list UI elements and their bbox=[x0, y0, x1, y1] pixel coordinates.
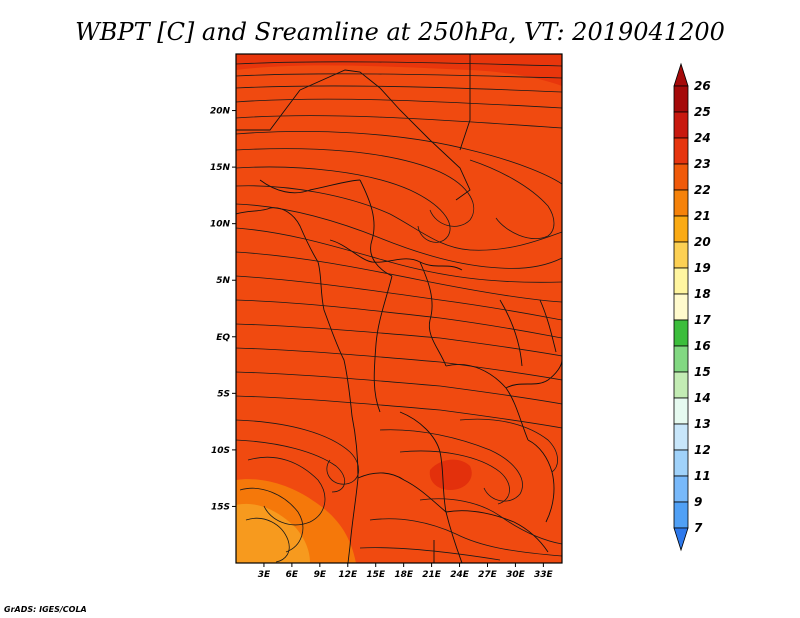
colorbar-bottom-arrow bbox=[673, 527, 689, 552]
colorbar-label: 13 bbox=[694, 417, 711, 431]
colorbar-swatch bbox=[673, 189, 689, 217]
lon-tick-label: 12E bbox=[338, 570, 358, 580]
grads-credit: GrADS: IGES/COLA bbox=[4, 605, 87, 614]
colorbar-label: 17 bbox=[694, 313, 711, 327]
longitude-axis: 3E 6E 9E 12E 15E 18E 21E 24E 27E 30E 33E bbox=[258, 563, 554, 580]
lon-tick-label: 30E bbox=[506, 570, 526, 580]
lon-tick-label: 18E bbox=[394, 570, 414, 580]
lon-tick-label: 15E bbox=[366, 570, 386, 580]
lat-tick-label: 10N bbox=[210, 220, 231, 230]
colorbar-label: 22 bbox=[694, 183, 711, 197]
lon-tick-label: 21E bbox=[422, 570, 442, 580]
wbpt-colorbar: 26 25 24 23 22 21 20 19 18 17 16 15 14 13 12 11 9 7 bbox=[673, 62, 711, 552]
colorbar-label: 25 bbox=[694, 105, 711, 119]
colorbar-label: 20 bbox=[694, 235, 711, 249]
colorbar-label: 19 bbox=[694, 261, 711, 275]
colorbar-label: 9 bbox=[694, 495, 702, 509]
lat-tick-label: 10S bbox=[211, 446, 230, 456]
colorbar-swatch bbox=[673, 423, 689, 451]
lat-tick-label: 5N bbox=[216, 276, 230, 286]
colorbar-swatch bbox=[673, 397, 689, 425]
latitude-axis: 20N 15N 10N 5N EQ 5S 10S 15S bbox=[210, 107, 236, 512]
lon-tick-label: 9E bbox=[314, 570, 327, 580]
colorbar-swatch bbox=[673, 319, 689, 347]
lat-tick-label: 15S bbox=[211, 502, 230, 512]
map-panel: 20N 15N 10N 5N EQ 5S 10S 15S 3E 6E 9E 12E 15E 18E 21E… bbox=[210, 53, 563, 580]
colorbar-swatch bbox=[673, 215, 689, 243]
wbpt-field bbox=[236, 54, 562, 563]
colorbar-swatch bbox=[673, 111, 689, 139]
colorbar-label: 11 bbox=[694, 469, 711, 483]
colorbar-swatch bbox=[673, 163, 689, 191]
colorbar-label: 15 bbox=[694, 365, 711, 379]
colorbar-label: 12 bbox=[694, 443, 711, 457]
lat-tick-label: EQ bbox=[216, 333, 230, 343]
colorbar-label: 21 bbox=[694, 209, 711, 223]
figure-title: WBPT [C] and Sreamline at 250hPa, VT: 20… bbox=[75, 18, 725, 46]
wbpt-warmer-patch bbox=[429, 459, 472, 490]
colorbar-swatch bbox=[673, 267, 689, 295]
colorbar-label: 16 bbox=[694, 339, 711, 353]
colorbar-swatch bbox=[673, 371, 689, 399]
lon-tick-label: 33E bbox=[534, 570, 554, 580]
lon-tick-label: 3E bbox=[258, 570, 271, 580]
map-frame bbox=[235, 53, 563, 564]
lon-tick-label: 24E bbox=[450, 570, 470, 580]
colorbar-swatch bbox=[673, 241, 689, 269]
streamlines bbox=[236, 61, 562, 563]
colorbar-top-arrow bbox=[673, 62, 689, 87]
lon-tick-label: 6E bbox=[286, 570, 299, 580]
colorbar-swatch bbox=[673, 501, 689, 529]
lat-tick-label: 20N bbox=[210, 107, 231, 117]
colorbar-swatch bbox=[673, 293, 689, 321]
colorbar-swatch bbox=[673, 85, 689, 113]
colorbar-label: 14 bbox=[694, 391, 711, 405]
colorbar-label: 7 bbox=[694, 521, 703, 535]
colorbar-swatch bbox=[673, 475, 689, 503]
colorbar-label: 23 bbox=[694, 157, 711, 171]
colorbar-swatch bbox=[673, 345, 689, 373]
colorbar-label: 26 bbox=[694, 79, 711, 93]
lat-tick-label: 5S bbox=[217, 389, 230, 399]
colorbar-label: 18 bbox=[694, 287, 711, 301]
colorbar-swatch bbox=[673, 449, 689, 477]
lat-tick-label: 15N bbox=[210, 163, 231, 173]
lon-tick-label: 27E bbox=[478, 570, 498, 580]
colorbar-label: 24 bbox=[694, 131, 711, 145]
colorbar-swatch bbox=[673, 137, 689, 165]
